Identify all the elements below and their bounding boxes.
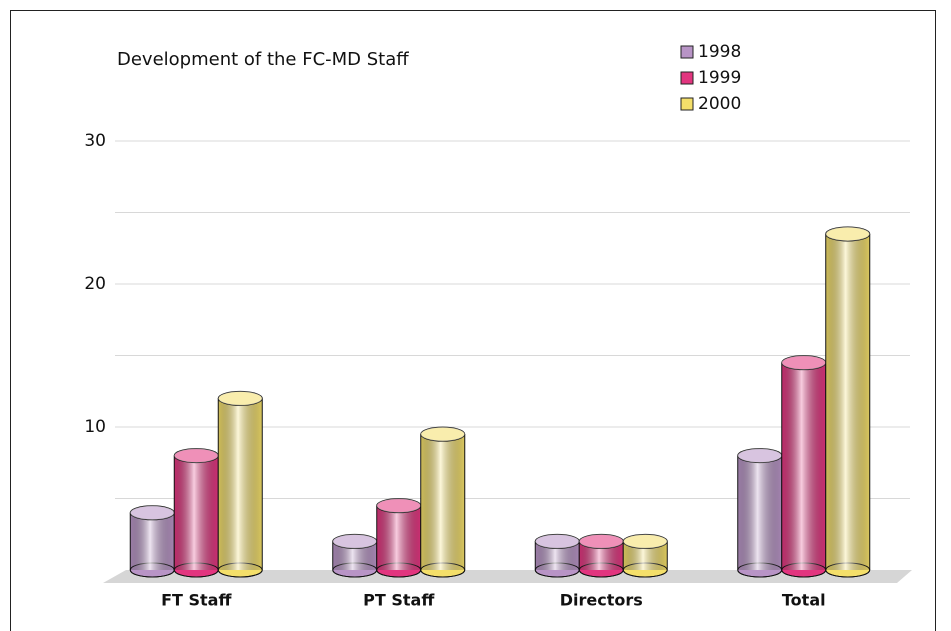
bar-shine xyxy=(781,362,826,570)
x-tick-label: Directors xyxy=(560,591,643,610)
bar-shine xyxy=(376,505,421,570)
y-tick-label: 20 xyxy=(84,274,106,294)
bar-top-shine xyxy=(376,498,421,513)
legend-swatch xyxy=(680,97,694,111)
legend-label: 2000 xyxy=(698,94,741,114)
bar-group xyxy=(781,355,827,578)
bar-top-shine xyxy=(218,391,263,406)
x-tick-label: PT Staff xyxy=(363,591,435,610)
bar-group xyxy=(332,533,378,578)
bar-shine xyxy=(174,455,219,570)
bar-group xyxy=(737,448,783,578)
bar-group xyxy=(534,533,580,578)
bar-group xyxy=(578,533,624,578)
bar-group xyxy=(825,226,871,578)
bar-group xyxy=(420,426,466,578)
chart-title: Development of the FC-MD Staff xyxy=(117,49,409,70)
bar-group xyxy=(376,498,422,578)
legend-swatch xyxy=(680,45,694,59)
bar-outline xyxy=(420,569,466,578)
legend-swatch xyxy=(680,71,694,85)
bar-top xyxy=(217,390,263,406)
bar-group xyxy=(129,505,175,578)
bar-shine xyxy=(420,434,465,570)
bar-top-shine xyxy=(737,448,782,463)
bar-top-shine xyxy=(420,427,465,442)
bar-top-shine xyxy=(825,226,870,241)
bar-group xyxy=(622,533,668,578)
legend-label: 1998 xyxy=(698,42,741,62)
legend-label: 1999 xyxy=(698,68,741,88)
bar-outline xyxy=(129,569,175,578)
bar-outline xyxy=(825,569,871,578)
bar-group xyxy=(173,448,219,578)
bar-outline xyxy=(578,569,624,578)
bar-outline xyxy=(173,569,219,578)
bar-top-shine xyxy=(579,534,624,549)
bar-top xyxy=(420,426,466,442)
bar-top-shine xyxy=(781,355,826,370)
bar-shine xyxy=(218,398,263,570)
frame xyxy=(10,10,936,631)
bar-top-shine xyxy=(332,534,377,549)
bar-top xyxy=(622,533,668,549)
bar-shine xyxy=(130,512,175,570)
bar-top xyxy=(825,226,871,242)
bar-outline xyxy=(781,569,827,578)
bar-outline xyxy=(534,569,580,578)
bar-outline xyxy=(217,569,263,578)
bar-shine xyxy=(825,233,870,570)
y-tick-label: 30 xyxy=(84,131,106,151)
bar-outline xyxy=(376,569,422,578)
y-tick-label: 10 xyxy=(84,417,106,437)
bar-top-shine xyxy=(130,505,175,520)
x-tick-label: FT Staff xyxy=(161,591,232,610)
bar-shine xyxy=(737,455,782,570)
bar-top-shine xyxy=(174,448,219,463)
bar-outline xyxy=(622,569,668,578)
bar-top-shine xyxy=(535,534,580,549)
bar-top-shine xyxy=(623,534,668,549)
x-tick-label: Total xyxy=(782,591,826,610)
bar-group xyxy=(217,390,263,578)
bar-outline xyxy=(332,569,378,578)
floor xyxy=(103,570,912,583)
bar-outline xyxy=(737,569,783,578)
